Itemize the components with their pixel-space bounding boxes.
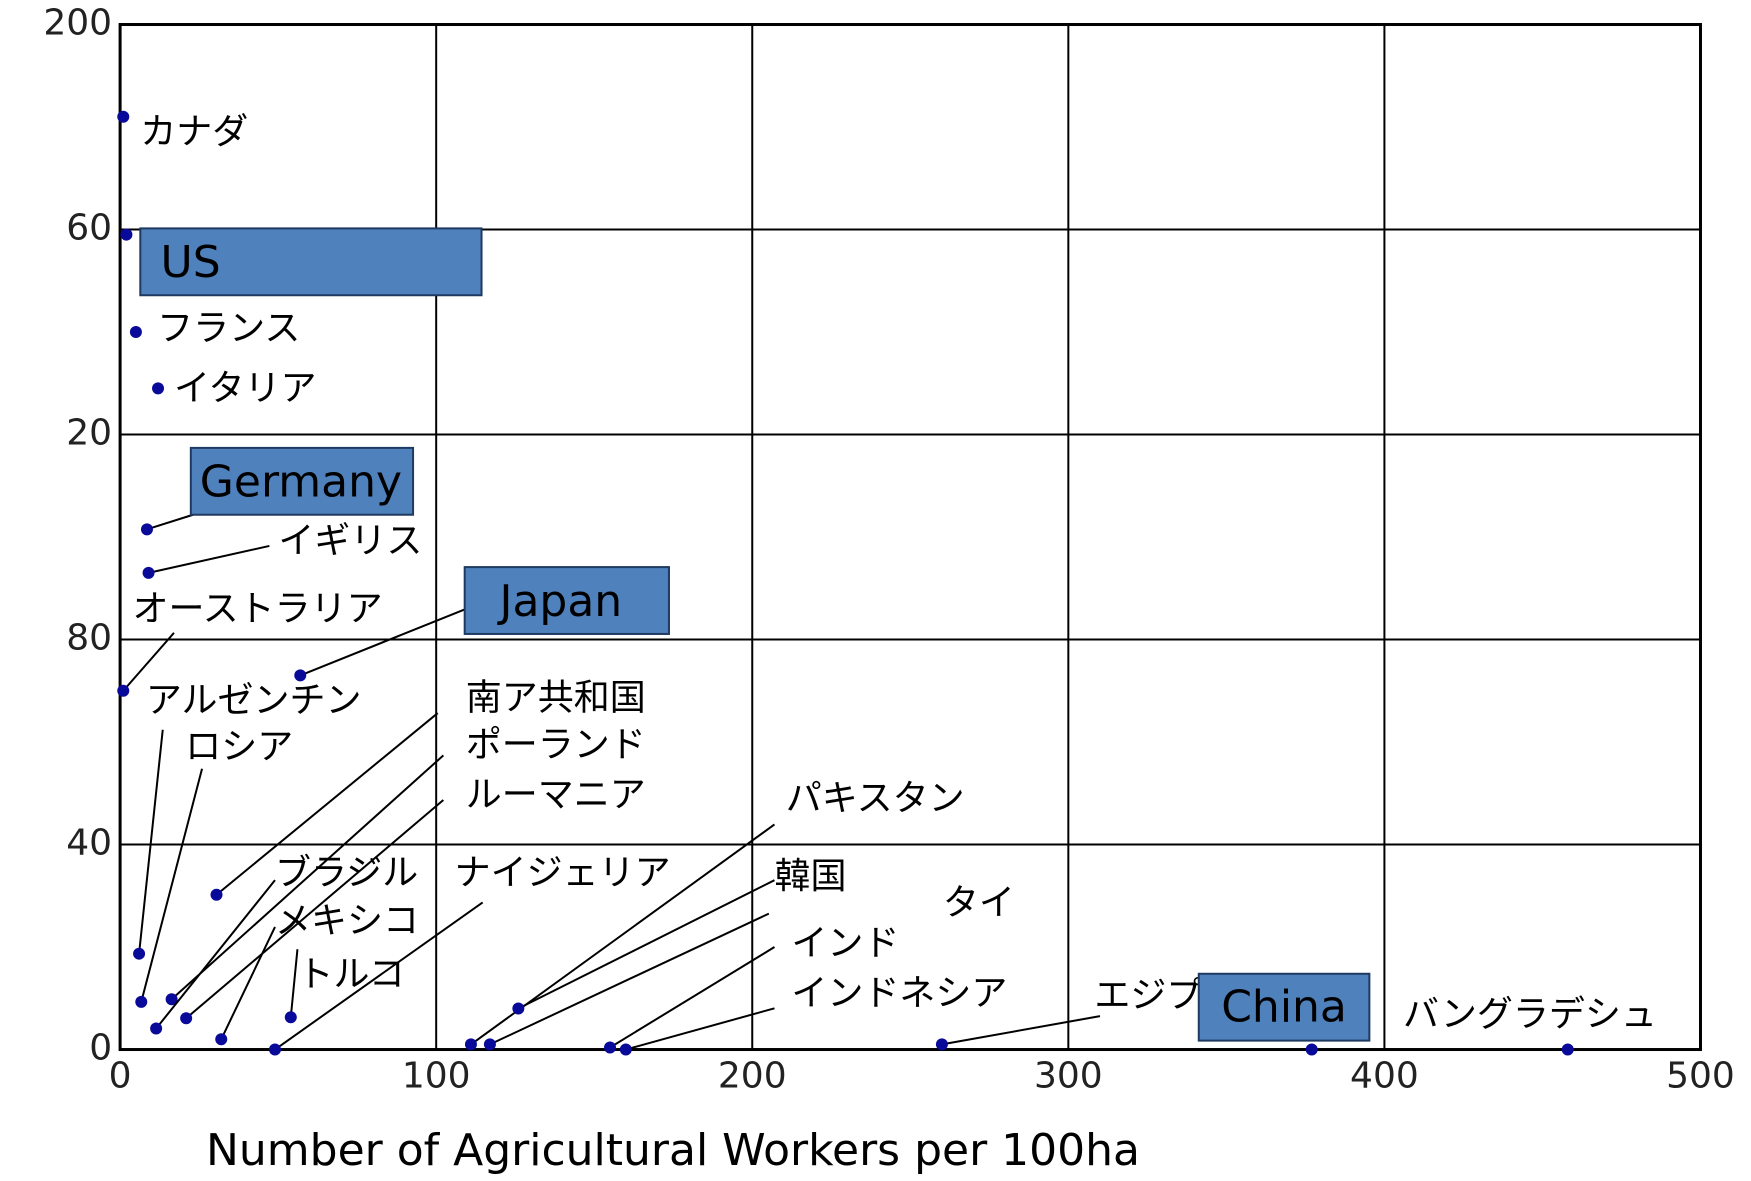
point-label: トルコ (297, 954, 404, 995)
leader-line (625, 1007, 775, 1051)
leader-line (274, 901, 484, 1051)
leader-line (517, 879, 775, 1010)
point (483, 1038, 496, 1051)
point-label: ロシア (185, 727, 293, 768)
x-axis-label: Number of Agricultural Workers per 100ha (206, 1125, 1140, 1176)
point-label: ブラジル (275, 853, 418, 894)
point-label: タイ (943, 883, 1015, 924)
point-label: カナダ (140, 112, 248, 153)
leader-line (170, 754, 445, 1001)
point (140, 523, 153, 536)
point (464, 1038, 477, 1051)
leader-line (155, 879, 276, 1030)
x-tick-label: 300 (1034, 1056, 1103, 1097)
x-tick-label: 0 (109, 1056, 132, 1097)
point (935, 1038, 948, 1051)
leader-line (122, 632, 175, 692)
leader-line (299, 608, 466, 677)
point-label: フランス (157, 308, 300, 349)
point-label: US (161, 237, 221, 288)
point-label: Japan (496, 576, 622, 627)
leader-line (146, 513, 194, 531)
point-label: ルーマニア (466, 775, 646, 816)
point (294, 669, 307, 682)
label-box (139, 227, 483, 297)
leader-line (140, 768, 204, 1003)
point (117, 684, 130, 697)
leader-line (941, 1015, 1101, 1046)
point-label: イギリス (278, 521, 422, 562)
point-label: インド (791, 923, 899, 964)
point (117, 110, 130, 123)
point (180, 1012, 193, 1025)
point (150, 1022, 163, 1035)
x-tick-label: 200 (718, 1056, 787, 1097)
point-label: ポーランド (466, 724, 646, 765)
label-box (1197, 972, 1371, 1042)
point (165, 993, 178, 1006)
label-box (189, 446, 415, 516)
point (1561, 1043, 1574, 1056)
plot-frame (118, 23, 1702, 1052)
point-label: China (1221, 981, 1347, 1032)
leader-line (138, 729, 164, 954)
point (268, 1043, 281, 1056)
leader-line (148, 544, 270, 574)
point (619, 1043, 632, 1056)
point (152, 382, 165, 395)
point (120, 228, 133, 241)
point (512, 1002, 525, 1015)
point (284, 1011, 297, 1024)
leader-line (185, 799, 445, 1020)
leader-line (289, 949, 299, 1018)
x-tick-label: 100 (402, 1056, 471, 1097)
leader-line (609, 946, 776, 1049)
leader-line (489, 912, 770, 1046)
point-label: Germany (200, 457, 402, 508)
y-tick-label: 0 (89, 1028, 112, 1069)
point-label: イタリア (174, 368, 317, 409)
y-tick-label: 200 (43, 3, 112, 44)
y-tick-label: 20 (66, 413, 112, 454)
point (142, 566, 155, 579)
x-tick-label: 500 (1666, 1056, 1735, 1097)
point-label: バングラデシュ (1403, 994, 1657, 1035)
y-tick-label: 40 (66, 823, 112, 864)
point (210, 888, 223, 901)
point-label: 韓国 (774, 856, 846, 897)
point (215, 1033, 228, 1046)
point (133, 947, 146, 960)
point (135, 995, 148, 1008)
point-label: メキシコ (275, 901, 419, 942)
leader-line (220, 926, 276, 1040)
point-label: オーストラリア (132, 589, 382, 630)
point-label: パキスタン (786, 778, 965, 819)
point-label: ナイジェリア (455, 853, 671, 894)
leader-line (215, 712, 439, 896)
x-tick-label: 400 (1350, 1056, 1419, 1097)
y-tick-label: 60 (66, 208, 112, 249)
point-label: インドネシア (791, 973, 1007, 1014)
point (1305, 1043, 1318, 1056)
point (604, 1041, 617, 1054)
y-tick-label: 80 (66, 618, 112, 659)
point-label: 南ア共和国 (466, 678, 646, 719)
label-box (463, 566, 670, 635)
point-label: アルゼンチン (146, 680, 362, 721)
point (129, 326, 142, 339)
